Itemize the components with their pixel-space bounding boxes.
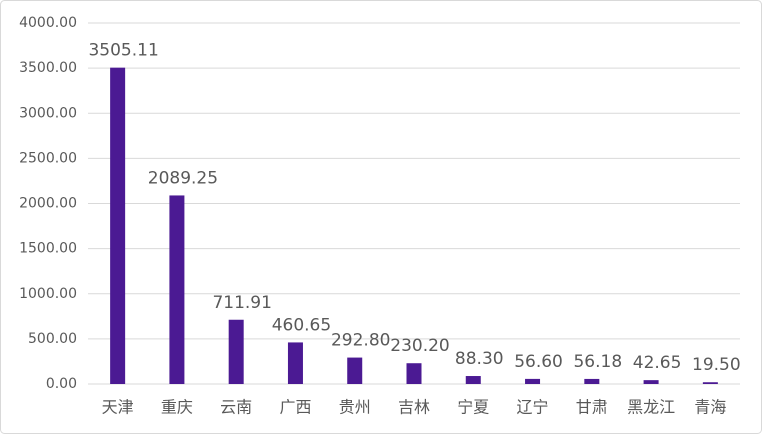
- value-label: 2089.25: [148, 168, 218, 188]
- x-tick-label: 天津: [102, 398, 134, 417]
- x-tick-label: 甘肃: [576, 398, 608, 417]
- bar: [702, 382, 718, 384]
- y-tick-label: 3000.00: [19, 105, 77, 121]
- x-tick-label: 吉林: [398, 398, 430, 417]
- y-tick-label: 2500.00: [19, 150, 77, 166]
- value-label: 56.18: [573, 352, 622, 372]
- y-tick-label: 4000.00: [19, 15, 77, 31]
- bar: [525, 378, 541, 384]
- y-tick-label: 500.00: [28, 331, 77, 347]
- y-tick-label: 1000.00: [19, 286, 77, 302]
- x-tick-label: 广西: [279, 398, 311, 417]
- value-label: 3505.11: [88, 41, 158, 61]
- y-tick-label: 2000.00: [19, 196, 77, 212]
- y-tick-label: 1500.00: [19, 241, 77, 257]
- x-tick-label: 黑龙江: [627, 398, 675, 417]
- y-tick-label: 0.00: [46, 376, 77, 392]
- value-label: 88.30: [455, 349, 504, 369]
- x-tick-label: 重庆: [161, 398, 193, 417]
- value-label: 42.65: [633, 353, 682, 373]
- value-label: 711.91: [212, 293, 271, 313]
- bar: [584, 378, 600, 384]
- bar: [406, 363, 422, 384]
- x-tick-label: 宁夏: [457, 398, 489, 417]
- y-tick-label: 3500.00: [19, 60, 77, 76]
- bar: [110, 67, 126, 385]
- bar: [347, 357, 363, 384]
- x-tick-label: 贵州: [339, 398, 371, 417]
- value-label: 56.60: [514, 352, 563, 372]
- bar: [287, 342, 303, 384]
- bar: [169, 195, 185, 384]
- bar: [643, 380, 659, 384]
- value-label: 19.50: [692, 355, 741, 375]
- x-tick-label: 辽宁: [517, 398, 549, 417]
- x-tick-label: 青海: [694, 398, 726, 417]
- value-label: 460.65: [272, 315, 331, 335]
- value-label: 292.80: [331, 331, 390, 351]
- value-label: 230.20: [390, 336, 449, 356]
- bar: [465, 376, 481, 384]
- x-tick-label: 云南: [220, 398, 252, 417]
- bar: [228, 319, 244, 384]
